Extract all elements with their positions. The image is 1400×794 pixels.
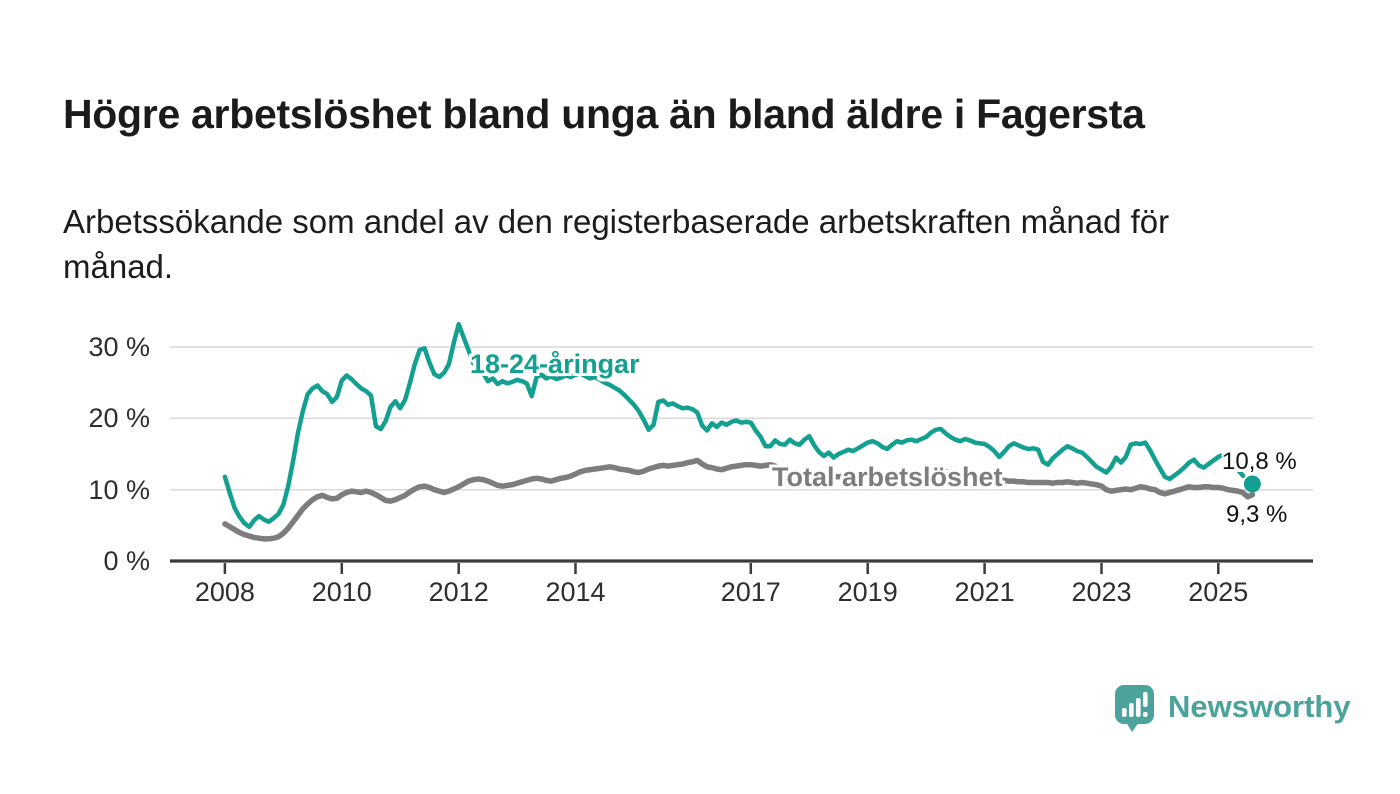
y-tick-label-30: 30 % <box>88 332 150 362</box>
series-label-total: Total arbetslöshet <box>772 462 1003 492</box>
x-tick-label-2023: 2023 <box>1071 577 1132 607</box>
x-tick-label-2012: 2012 <box>428 577 489 607</box>
x-tick-label-2025: 2025 <box>1188 577 1249 607</box>
y-tick-label-10: 10 % <box>88 474 150 505</box>
y-tick-label-0: 0 % <box>103 546 150 576</box>
x-tick-label-2014: 2014 <box>545 577 606 607</box>
subtitle-line-2: månad. <box>63 248 174 285</box>
x-tick-label-2010: 2010 <box>311 577 372 607</box>
page-title: Högre arbetslöshet bland unga än bland ä… <box>63 91 1145 138</box>
series-label-young: 18-24-åringar <box>470 349 640 379</box>
series-end-dot-young <box>1243 475 1261 493</box>
end-value-label-young: 10,8 % <box>1222 448 1297 475</box>
chart-subtitle: Arbetssökande som andel av den registerb… <box>63 199 1343 289</box>
series-line-total <box>222 457 1256 542</box>
x-tick-label-2017: 2017 <box>720 577 781 607</box>
y-tick-label-20: 20 % <box>88 403 150 434</box>
subtitle-line-1: Arbetssökande som andel av den registerb… <box>63 203 1170 240</box>
x-tick-label-2008: 2008 <box>194 577 255 607</box>
end-value-label-total: 9,3 % <box>1226 501 1288 528</box>
newsworthy-logo: Newsworthy <box>1114 685 1351 735</box>
x-tick-label-2019: 2019 <box>837 577 898 607</box>
newsworthy-logo-icon <box>1115 685 1154 732</box>
newsworthy-logo-text: Newsworthy <box>1168 689 1351 724</box>
series-line-young <box>222 321 1231 530</box>
x-tick-label-2021: 2021 <box>954 577 1015 607</box>
